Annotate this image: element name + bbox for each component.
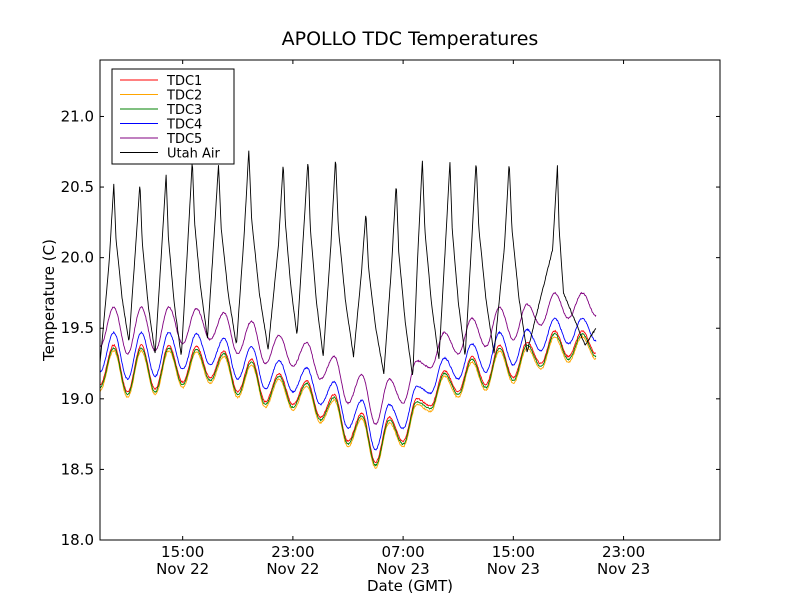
plot-frame bbox=[99, 59, 721, 541]
x-tick-label-time: 23:00 bbox=[602, 543, 645, 561]
series-line-utah-air bbox=[100, 150, 597, 375]
y-tick-label: 20.5 bbox=[61, 178, 94, 196]
series-line-tdc4 bbox=[100, 317, 597, 451]
x-tick-label-time: 15:00 bbox=[161, 543, 204, 561]
x-tick-label-date: Nov 23 bbox=[597, 560, 650, 578]
y-axis-label: Temperature (C) bbox=[40, 239, 58, 362]
plot-area bbox=[99, 59, 721, 541]
x-tick-label-date: Nov 22 bbox=[266, 560, 319, 578]
series-line-tdc3 bbox=[100, 332, 597, 467]
y-tick-label: 19.5 bbox=[61, 319, 94, 337]
legend-label: TDC3 bbox=[166, 103, 202, 118]
legend-label: TDC2 bbox=[166, 89, 202, 104]
x-tick-label-date: Nov 23 bbox=[377, 560, 430, 578]
x-tick-label-date: Nov 22 bbox=[156, 560, 209, 578]
x-tick-label-time: 23:00 bbox=[271, 543, 314, 561]
series-line-tdc5 bbox=[100, 291, 597, 426]
y-tick-label: 18.5 bbox=[61, 460, 94, 478]
series-line-tdc2 bbox=[100, 334, 597, 470]
y-axis: 18.0 18.5 19.0 19.5 20.0 20.5 21.0 bbox=[61, 107, 720, 549]
legend-label: Utah Air bbox=[167, 147, 220, 162]
legend-label: TDC1 bbox=[166, 74, 202, 89]
y-tick-label: 19.0 bbox=[61, 390, 94, 408]
x-tick-label-time: 07:00 bbox=[381, 543, 424, 561]
y-tick-label: 20.0 bbox=[61, 249, 94, 267]
legend-label: TDC4 bbox=[166, 118, 202, 133]
x-axis-label: Date (GMT) bbox=[367, 577, 453, 595]
y-tick-label: 21.0 bbox=[61, 107, 94, 125]
y-tick-label: 18.0 bbox=[61, 531, 94, 549]
chart-title: APOLLO TDC Temperatures bbox=[282, 28, 539, 50]
legend-box bbox=[111, 68, 235, 165]
x-tick-label-date: Nov 23 bbox=[487, 560, 540, 578]
legend-label: TDC5 bbox=[166, 132, 202, 147]
x-tick-label-time: 15:00 bbox=[492, 543, 535, 561]
series-line-tdc1 bbox=[100, 329, 597, 463]
